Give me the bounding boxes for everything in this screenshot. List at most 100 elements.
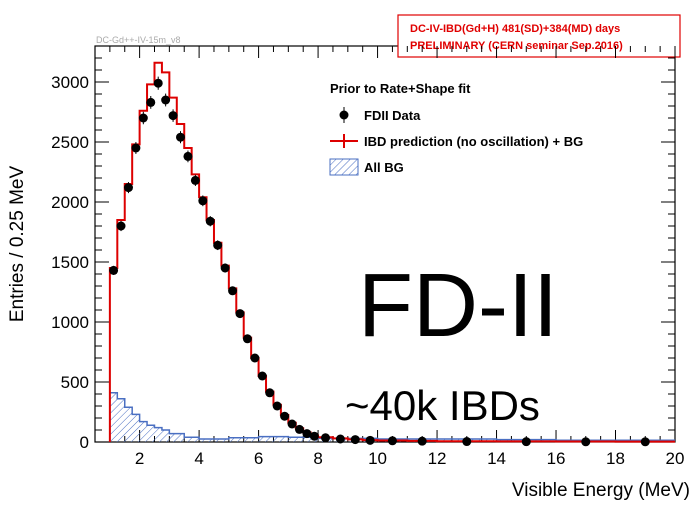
data-point — [272, 401, 282, 411]
data-marker — [228, 286, 238, 296]
overlay-title: FD-II — [358, 256, 558, 356]
data-point — [350, 435, 360, 445]
preliminary-tag-line-2: PRELIMINARY (CERN seminar Sep.2016) — [410, 40, 623, 52]
data-point — [190, 174, 200, 187]
legend-data-label: FDII Data — [364, 108, 421, 123]
data-marker — [294, 424, 304, 434]
data-point — [205, 216, 215, 227]
y-tick-label: 1000 — [51, 313, 89, 332]
data-point — [161, 93, 171, 107]
data-marker — [176, 132, 186, 142]
data-marker — [138, 113, 148, 123]
data-point — [176, 131, 186, 144]
data-marker — [131, 143, 141, 153]
x-tick-label: 2 — [135, 449, 144, 468]
data-marker — [205, 216, 215, 226]
data-point — [228, 286, 238, 296]
data-point — [640, 437, 650, 447]
legend-header: Prior to Rate+Shape fit — [330, 81, 471, 96]
data-marker — [640, 437, 650, 447]
data-marker — [213, 240, 223, 250]
data-point — [365, 435, 375, 445]
data-marker — [265, 388, 275, 398]
data-point — [309, 431, 319, 441]
legend: Prior to Rate+Shape fit FDII Data IBD pr… — [329, 81, 583, 176]
data-marker — [146, 97, 156, 107]
data-point — [521, 437, 531, 447]
data-marker — [242, 334, 252, 344]
y-tick-label: 0 — [80, 433, 89, 452]
y-tick-label: 2500 — [51, 133, 89, 152]
data-point — [146, 96, 156, 109]
x-tick-label: 12 — [428, 449, 447, 468]
data-marker — [462, 437, 472, 447]
x-tick-label: 4 — [194, 449, 203, 468]
y-tick-label: 1500 — [51, 253, 89, 272]
data-point — [302, 429, 312, 439]
data-point — [250, 353, 260, 363]
data-marker — [116, 221, 126, 231]
all-bg-hatch — [109, 392, 675, 442]
x-tick-label: 20 — [666, 449, 685, 468]
data-point — [220, 263, 230, 273]
data-marker — [220, 263, 230, 273]
x-axis-title: Visible Energy (MeV) — [512, 480, 690, 501]
plot-id-label: DC-Gd++-IV-15m_v8 — [96, 35, 181, 45]
data-point — [153, 76, 163, 90]
legend-bg-swatch — [329, 158, 359, 176]
data-marker — [417, 436, 427, 446]
data-marker — [350, 435, 360, 445]
data-marker — [123, 183, 133, 193]
data-marker — [272, 401, 282, 411]
data-marker — [198, 196, 208, 206]
all-bg-outline — [109, 392, 675, 442]
data-marker — [309, 431, 319, 441]
data-marker — [387, 436, 397, 446]
data-marker — [287, 419, 297, 429]
preliminary-tag-box — [397, 14, 681, 58]
data-point — [242, 334, 252, 344]
data-marker — [235, 309, 245, 319]
data-point — [123, 182, 133, 194]
x-tick-label: 18 — [606, 449, 625, 468]
legend-prediction-label: IBD prediction (no oscillation) + BG — [364, 134, 583, 149]
data-marker — [280, 411, 290, 421]
data-marker — [302, 429, 312, 439]
preliminary-tag-line-1: DC-IV-IBD(Gd+H) 481(SD)+384(MD) days — [410, 23, 620, 35]
data-point — [116, 220, 126, 232]
data-point — [417, 436, 427, 446]
data-point — [321, 433, 331, 443]
x-tick-label: 10 — [368, 449, 387, 468]
x-tick-label: 16 — [547, 449, 566, 468]
data-point — [581, 437, 591, 447]
data-point — [213, 240, 223, 251]
fdii-data-points — [109, 76, 650, 447]
data-point — [335, 434, 345, 444]
data-marker — [365, 435, 375, 445]
legend-data-marker — [339, 110, 349, 120]
data-point — [280, 411, 290, 421]
y-tick-label: 500 — [61, 373, 89, 392]
data-point — [183, 150, 193, 163]
legend-bg-label: All BG — [364, 160, 404, 175]
data-marker — [168, 111, 178, 121]
data-point — [294, 424, 304, 434]
data-point — [387, 436, 397, 446]
data-point — [131, 142, 141, 154]
data-marker — [321, 433, 331, 443]
data-point — [198, 195, 208, 207]
data-marker — [581, 437, 591, 447]
data-marker — [335, 434, 345, 444]
data-point — [168, 109, 178, 122]
data-point — [235, 309, 245, 319]
x-tick-label: 14 — [487, 449, 506, 468]
overlay-subtitle: ~40k IBDs — [345, 382, 540, 429]
data-point — [265, 388, 275, 398]
data-marker — [161, 95, 171, 105]
data-marker — [190, 175, 200, 185]
data-marker — [109, 265, 119, 275]
axis-ticks: 2 4 6 8 10 12 14 16 18 20 0 500 1000 1500 2000 2500 3000 — [51, 46, 684, 468]
data-point — [109, 265, 119, 275]
data-marker — [153, 78, 163, 88]
data-marker — [521, 437, 531, 447]
